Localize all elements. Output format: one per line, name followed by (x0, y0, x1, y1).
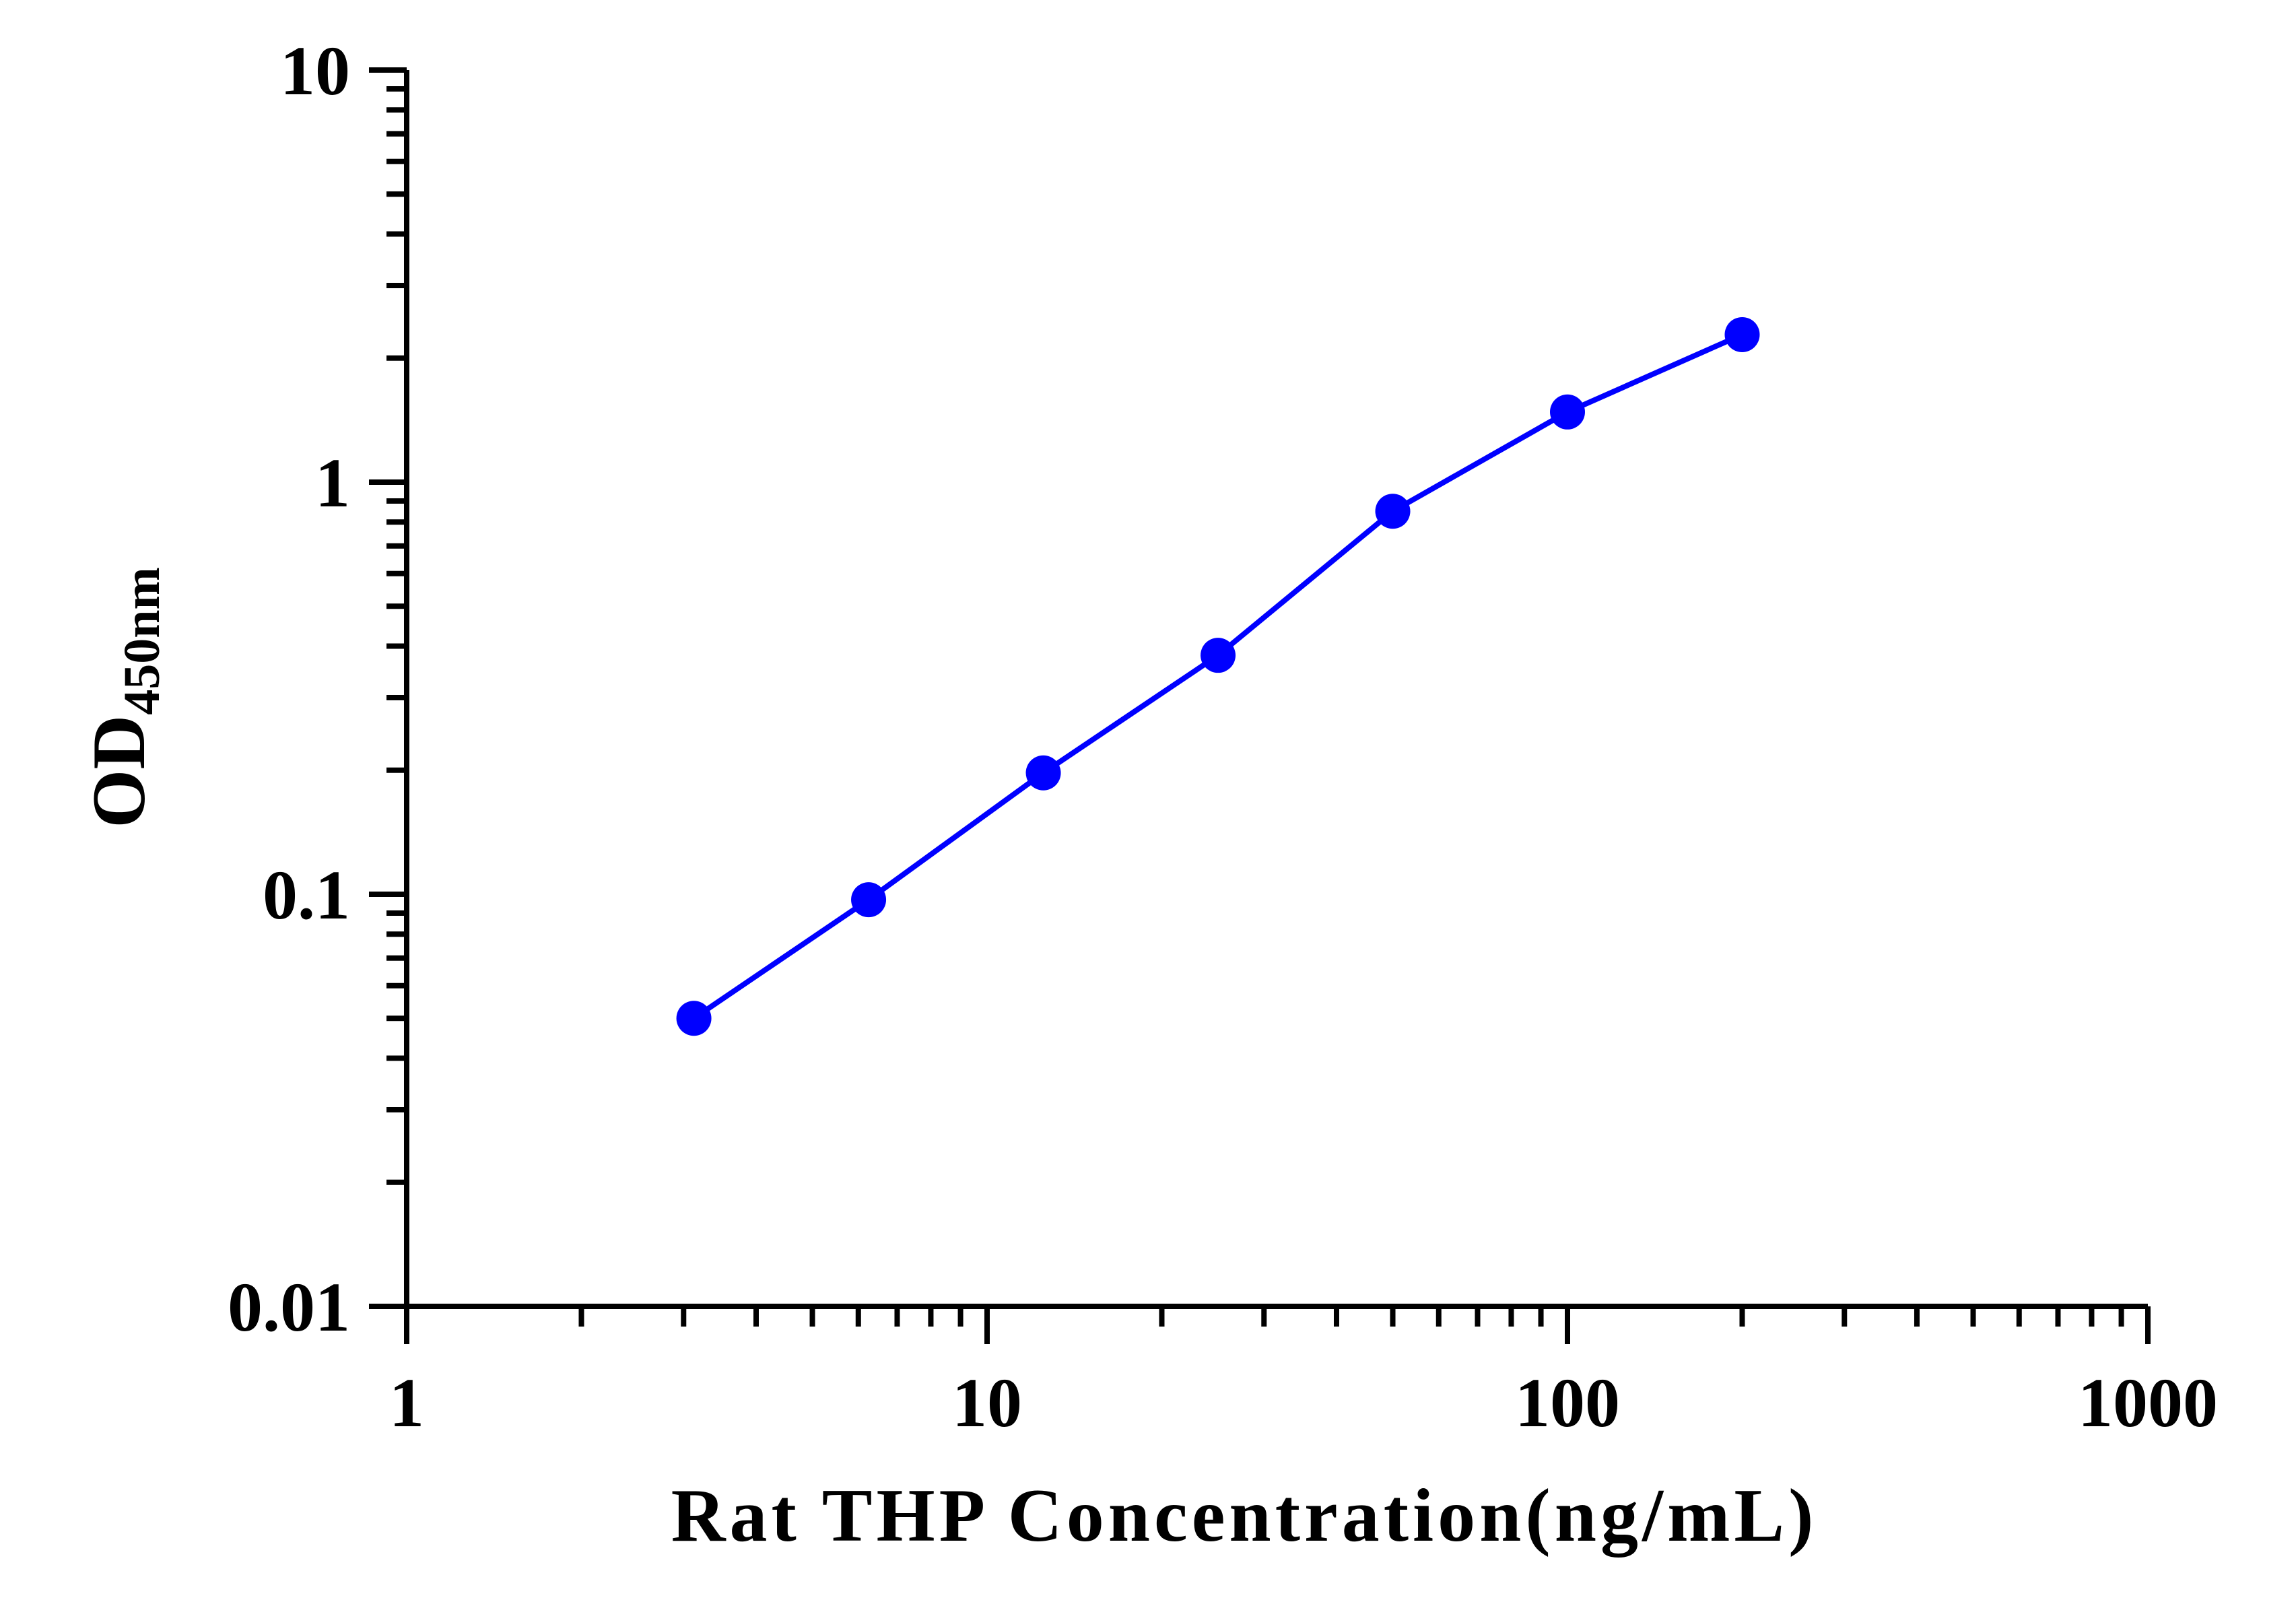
x-tick-label: 10 (952, 1364, 1022, 1442)
y-tick-label: 10 (280, 32, 350, 110)
data-point (1550, 394, 1585, 430)
x-tick-label: 1000 (2078, 1364, 2218, 1442)
series-line (692, 332, 1744, 1021)
y-axis-ticks: 0.01 0.1 1 10 (228, 32, 407, 1346)
axes: 0.01 0.1 1 10 1 10 100 1000 (228, 32, 2218, 1442)
y-tick-label: 0.01 (228, 1269, 350, 1346)
data-point (1724, 316, 1760, 352)
y-tick-label: 1 (315, 444, 350, 522)
series-layer (676, 316, 1760, 1036)
data-point (851, 882, 887, 918)
data-point (1025, 755, 1061, 791)
x-tick-label: 1 (389, 1364, 424, 1442)
y-axis-title: OD450nm (77, 567, 170, 828)
data-point (1201, 638, 1236, 673)
y-axis-title-main: OD (77, 715, 161, 828)
x-axis-ticks: 1 10 100 1000 (389, 1306, 2218, 1442)
data-point (676, 1001, 712, 1036)
y-tick-label: 0.1 (263, 857, 350, 934)
data-point (1375, 494, 1411, 529)
x-axis-title: Rat THP Concentration(ng/mL) (671, 1474, 1818, 1558)
y-axis-title-subscript: 450nm (114, 567, 170, 715)
x-tick-label: 100 (1515, 1364, 1620, 1442)
